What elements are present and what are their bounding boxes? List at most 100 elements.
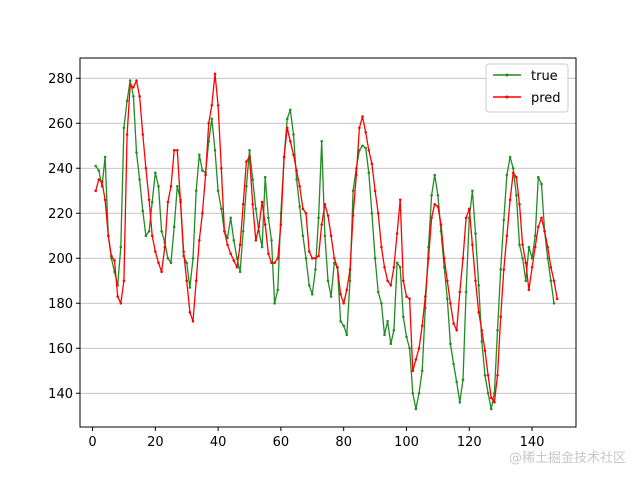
point-pred-41 bbox=[223, 230, 226, 233]
series-layer bbox=[94, 72, 559, 411]
point-pred-46 bbox=[238, 243, 242, 247]
axes: 140 160 180 200 220 240 260 280 0 20 40 60 80 100 120 1… bbox=[48, 72, 544, 450]
ytick-label-180: 180 bbox=[48, 297, 73, 312]
point-pred-69 bbox=[311, 257, 314, 260]
point-pred-111 bbox=[442, 257, 446, 260]
point-pred-23 bbox=[166, 200, 170, 204]
point-pred-31 bbox=[191, 320, 195, 323]
point-pred-95 bbox=[392, 266, 396, 269]
point-true-112 bbox=[446, 297, 449, 301]
point-pred-38 bbox=[213, 72, 217, 76]
xtick-label-60: 60 bbox=[273, 435, 290, 450]
point-pred-29 bbox=[185, 279, 188, 283]
point-true-55 bbox=[267, 216, 270, 220]
point-true-63 bbox=[292, 133, 295, 136]
point-pred-51 bbox=[254, 239, 258, 242]
point-pred-118 bbox=[464, 216, 468, 220]
point-true-141 bbox=[537, 175, 540, 179]
point-true-96 bbox=[395, 261, 399, 265]
point-true-121 bbox=[474, 232, 477, 235]
point-pred-90 bbox=[376, 212, 380, 215]
gridlines bbox=[80, 77, 576, 394]
point-pred-21 bbox=[160, 270, 163, 274]
point-pred-98 bbox=[402, 279, 405, 283]
point-pred-83 bbox=[355, 173, 358, 177]
legend-marker-true bbox=[505, 73, 509, 77]
point-true-46 bbox=[238, 270, 242, 274]
point-pred-11 bbox=[128, 83, 132, 87]
point-pred-79 bbox=[342, 302, 346, 305]
point-true-91 bbox=[380, 302, 383, 305]
ytick-label-140: 140 bbox=[48, 387, 73, 402]
point-pred-44 bbox=[232, 259, 236, 262]
point-pred-36 bbox=[207, 122, 210, 125]
point-true-75 bbox=[329, 295, 333, 298]
point-true-47 bbox=[241, 230, 245, 233]
point-true-87 bbox=[367, 171, 371, 175]
point-true-78 bbox=[339, 320, 342, 323]
point-true-92 bbox=[383, 333, 386, 337]
point-true-132 bbox=[508, 155, 512, 159]
point-pred-73 bbox=[323, 203, 327, 206]
point-pred-124 bbox=[483, 349, 487, 352]
point-true-64 bbox=[295, 178, 298, 181]
point-true-69 bbox=[311, 293, 314, 296]
point-true-113 bbox=[449, 342, 452, 346]
point-true-26 bbox=[176, 185, 179, 188]
point-true-123 bbox=[480, 340, 484, 343]
point-pred-93 bbox=[386, 279, 389, 283]
point-pred-2 bbox=[100, 180, 104, 184]
xtick-label-100: 100 bbox=[394, 435, 419, 450]
point-true-58 bbox=[276, 288, 280, 292]
point-true-115 bbox=[455, 380, 459, 384]
point-true-133 bbox=[511, 167, 515, 170]
point-true-39 bbox=[216, 189, 220, 193]
point-pred-24 bbox=[169, 185, 173, 188]
point-true-124 bbox=[483, 374, 487, 377]
point-true-3 bbox=[103, 155, 107, 159]
point-true-118 bbox=[464, 290, 468, 294]
xtick-label-120: 120 bbox=[457, 435, 482, 450]
point-true-100 bbox=[408, 347, 411, 350]
point-pred-77 bbox=[336, 266, 339, 269]
point-true-65 bbox=[298, 205, 302, 208]
point-pred-135 bbox=[518, 203, 521, 206]
point-true-10 bbox=[125, 99, 129, 103]
point-pred-14 bbox=[138, 95, 141, 98]
point-true-120 bbox=[471, 189, 474, 193]
point-pred-82 bbox=[351, 214, 355, 217]
point-true-137 bbox=[524, 279, 528, 283]
point-pred-25 bbox=[172, 149, 176, 152]
point-true-19 bbox=[154, 171, 157, 175]
point-pred-97 bbox=[398, 198, 402, 202]
series-line-pred bbox=[95, 73, 558, 403]
point-pred-94 bbox=[389, 284, 393, 287]
point-pred-58 bbox=[276, 257, 280, 260]
point-pred-0 bbox=[94, 189, 97, 193]
point-true-50 bbox=[251, 178, 254, 181]
point-true-29 bbox=[185, 261, 188, 265]
point-pred-70 bbox=[314, 257, 317, 260]
point-pred-110 bbox=[439, 223, 443, 226]
point-pred-53 bbox=[260, 200, 264, 204]
point-pred-136 bbox=[521, 243, 524, 247]
point-true-93 bbox=[386, 320, 389, 323]
point-true-42 bbox=[226, 236, 229, 240]
point-true-14 bbox=[138, 178, 141, 181]
point-pred-7 bbox=[116, 295, 119, 298]
point-pred-106 bbox=[427, 257, 430, 260]
point-true-15 bbox=[141, 209, 145, 213]
point-true-101 bbox=[411, 392, 415, 395]
point-pred-67 bbox=[304, 212, 308, 215]
ytick-label-240: 240 bbox=[48, 162, 73, 177]
point-pred-48 bbox=[245, 160, 248, 163]
point-pred-10 bbox=[125, 133, 129, 136]
point-true-94 bbox=[389, 342, 393, 346]
point-pred-120 bbox=[471, 243, 474, 247]
point-true-66 bbox=[301, 234, 305, 238]
legend: true pred bbox=[485, 63, 569, 113]
point-pred-75 bbox=[329, 234, 333, 238]
point-true-130 bbox=[502, 218, 506, 222]
point-true-116 bbox=[458, 401, 462, 404]
